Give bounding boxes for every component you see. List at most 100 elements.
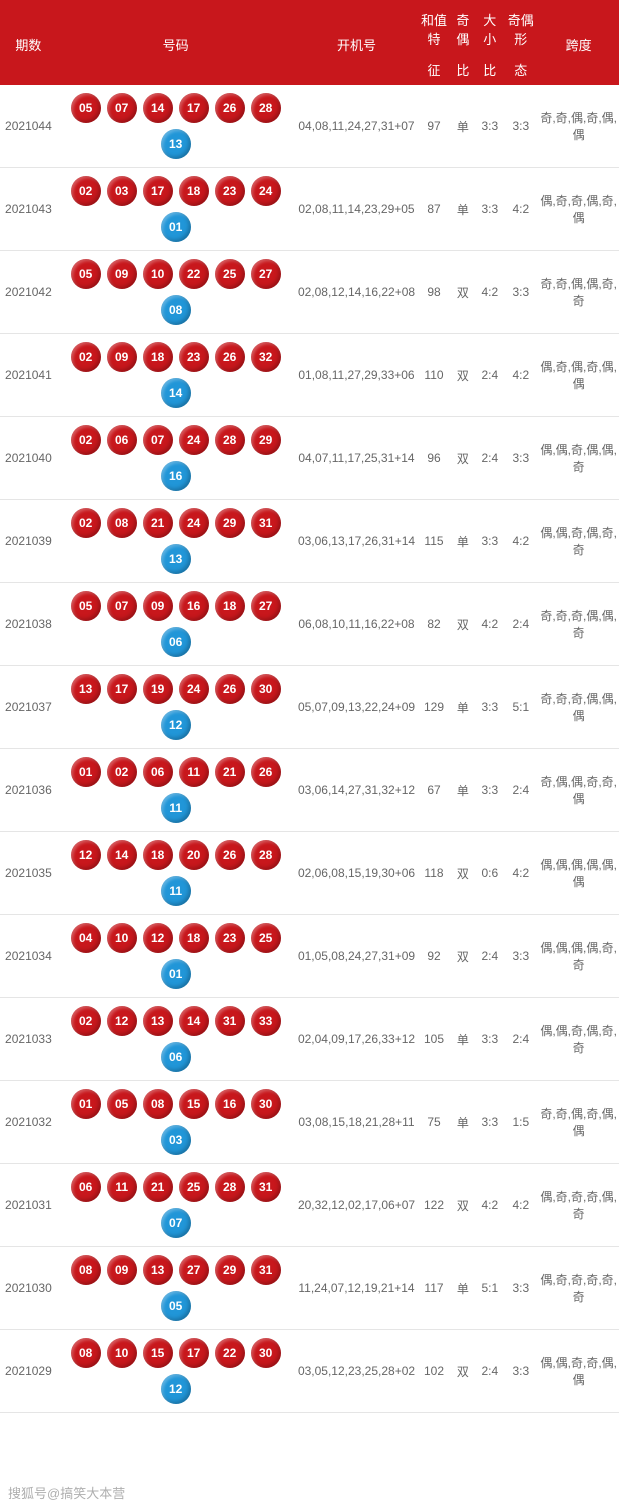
red-ball: 24 — [179, 508, 209, 538]
blue-ball: 01 — [161, 959, 191, 989]
red-ball: 14 — [179, 1006, 209, 1036]
cell-span: 偶,奇,奇,奇,奇,奇 — [538, 1247, 619, 1330]
red-ball: 15 — [143, 1338, 173, 1368]
red-ball: 31 — [215, 1006, 245, 1036]
header-period: 期数 — [0, 0, 57, 85]
red-ball: 32 — [251, 342, 281, 372]
cell-span: 奇,奇,偶,偶,奇,奇 — [538, 251, 619, 334]
lottery-table: 期数 号码 开机号 和值特 奇偶 大小 奇偶形 跨度 征 比 比 态 20210… — [0, 0, 619, 1413]
cell-period: 2021029 — [0, 1330, 57, 1413]
table-row: 20210390208212429311303,06,13,17,26,31+1… — [0, 500, 619, 583]
table-row: 20210340410121823250101,05,08,24,27,31+0… — [0, 915, 619, 998]
red-ball: 18 — [179, 176, 209, 206]
cell-numbers: 05070916182706 — [57, 583, 295, 666]
table-row: 20210351214182026281102,06,08,15,19,30+0… — [0, 832, 619, 915]
cell-oe-feature: 单 — [450, 1247, 477, 1330]
cell-span: 奇,奇,奇,偶,偶,奇 — [538, 583, 619, 666]
cell-numbers: 02082124293113 — [57, 500, 295, 583]
red-ball: 23 — [215, 923, 245, 953]
cell-bs-ratio: 3:3 — [503, 251, 538, 334]
red-ball: 04 — [71, 923, 101, 953]
cell-period: 2021031 — [0, 1164, 57, 1247]
red-ball: 02 — [71, 342, 101, 372]
cell-period: 2021036 — [0, 749, 57, 832]
cell-oe-feature: 双 — [450, 915, 477, 998]
red-ball: 14 — [107, 840, 137, 870]
table-row: 20210300809132729310511,24,07,12,19,21+1… — [0, 1247, 619, 1330]
blue-ball: 06 — [161, 627, 191, 657]
red-ball: 31 — [251, 508, 281, 538]
cell-oe-feature: 单 — [450, 998, 477, 1081]
cell-span: 奇,奇,偶,奇,偶,偶 — [538, 1081, 619, 1164]
cell-oe-ratio: 2:4 — [476, 915, 503, 998]
red-ball: 24 — [179, 674, 209, 704]
cell-oe-feature: 双 — [450, 1330, 477, 1413]
cell-span: 偶,偶,奇,偶,奇,奇 — [538, 500, 619, 583]
cell-span: 奇,偶,偶,奇,奇,偶 — [538, 749, 619, 832]
header-shape: 奇偶形 — [503, 0, 538, 54]
cell-machine: 03,05,12,23,25,28+02 — [295, 1330, 419, 1413]
blue-ball: 16 — [161, 461, 191, 491]
red-ball: 33 — [251, 1006, 281, 1036]
table-row: 20210320105081516300303,08,15,18,21,28+1… — [0, 1081, 619, 1164]
red-ball: 16 — [179, 591, 209, 621]
cell-period: 2021043 — [0, 168, 57, 251]
cell-sum: 110 — [419, 334, 450, 417]
cell-numbers: 02031718232401 — [57, 168, 295, 251]
red-ball: 17 — [179, 93, 209, 123]
cell-period: 2021039 — [0, 500, 57, 583]
red-ball: 08 — [107, 508, 137, 538]
blue-ball: 08 — [161, 295, 191, 325]
red-ball: 18 — [179, 923, 209, 953]
red-ball: 29 — [215, 1255, 245, 1285]
table-body: 20210440507141726281304,08,11,24,27,31+0… — [0, 85, 619, 1413]
cell-oe-feature: 双 — [450, 417, 477, 500]
red-ball: 29 — [251, 425, 281, 455]
cell-period: 2021037 — [0, 666, 57, 749]
cell-period: 2021040 — [0, 417, 57, 500]
cell-oe-feature: 单 — [450, 85, 477, 168]
cell-sum: 118 — [419, 832, 450, 915]
cell-oe-ratio: 3:3 — [476, 1081, 503, 1164]
cell-oe-ratio: 0:6 — [476, 832, 503, 915]
cell-span: 偶,偶,奇,奇,偶,偶 — [538, 1330, 619, 1413]
red-ball: 11 — [107, 1172, 137, 1202]
red-ball: 25 — [215, 259, 245, 289]
red-ball: 12 — [71, 840, 101, 870]
red-ball: 27 — [251, 591, 281, 621]
cell-machine: 05,07,09,13,22,24+09 — [295, 666, 419, 749]
cell-oe-ratio: 3:3 — [476, 85, 503, 168]
cell-numbers: 08101517223012 — [57, 1330, 295, 1413]
cell-sum: 92 — [419, 915, 450, 998]
header-span: 跨度 — [538, 0, 619, 85]
header-big-small-sub: 比 — [476, 54, 503, 85]
table-row: 20210400206072428291604,07,11,17,25,31+1… — [0, 417, 619, 500]
red-ball: 05 — [71, 93, 101, 123]
red-ball: 23 — [179, 342, 209, 372]
cell-machine: 01,05,08,24,27,31+09 — [295, 915, 419, 998]
cell-sum: 115 — [419, 500, 450, 583]
cell-bs-ratio: 3:3 — [503, 1247, 538, 1330]
cell-oe-ratio: 4:2 — [476, 251, 503, 334]
cell-span: 偶,奇,偶,奇,偶,偶 — [538, 334, 619, 417]
cell-bs-ratio: 4:2 — [503, 1164, 538, 1247]
red-ball: 31 — [251, 1172, 281, 1202]
cell-machine: 03,06,14,27,31,32+12 — [295, 749, 419, 832]
cell-numbers: 08091327293105 — [57, 1247, 295, 1330]
cell-oe-ratio: 2:4 — [476, 334, 503, 417]
cell-oe-feature: 双 — [450, 334, 477, 417]
header-big-small: 大小 — [476, 0, 503, 54]
cell-period: 2021041 — [0, 334, 57, 417]
blue-ball: 13 — [161, 129, 191, 159]
header-odd-even: 奇偶 — [450, 0, 477, 54]
cell-period: 2021034 — [0, 915, 57, 998]
red-ball: 25 — [179, 1172, 209, 1202]
red-ball: 28 — [251, 840, 281, 870]
cell-period: 2021044 — [0, 85, 57, 168]
red-ball: 31 — [251, 1255, 281, 1285]
red-ball: 26 — [215, 674, 245, 704]
red-ball: 18 — [215, 591, 245, 621]
cell-machine: 02,06,08,15,19,30+06 — [295, 832, 419, 915]
red-ball: 20 — [179, 840, 209, 870]
red-ball: 07 — [107, 591, 137, 621]
